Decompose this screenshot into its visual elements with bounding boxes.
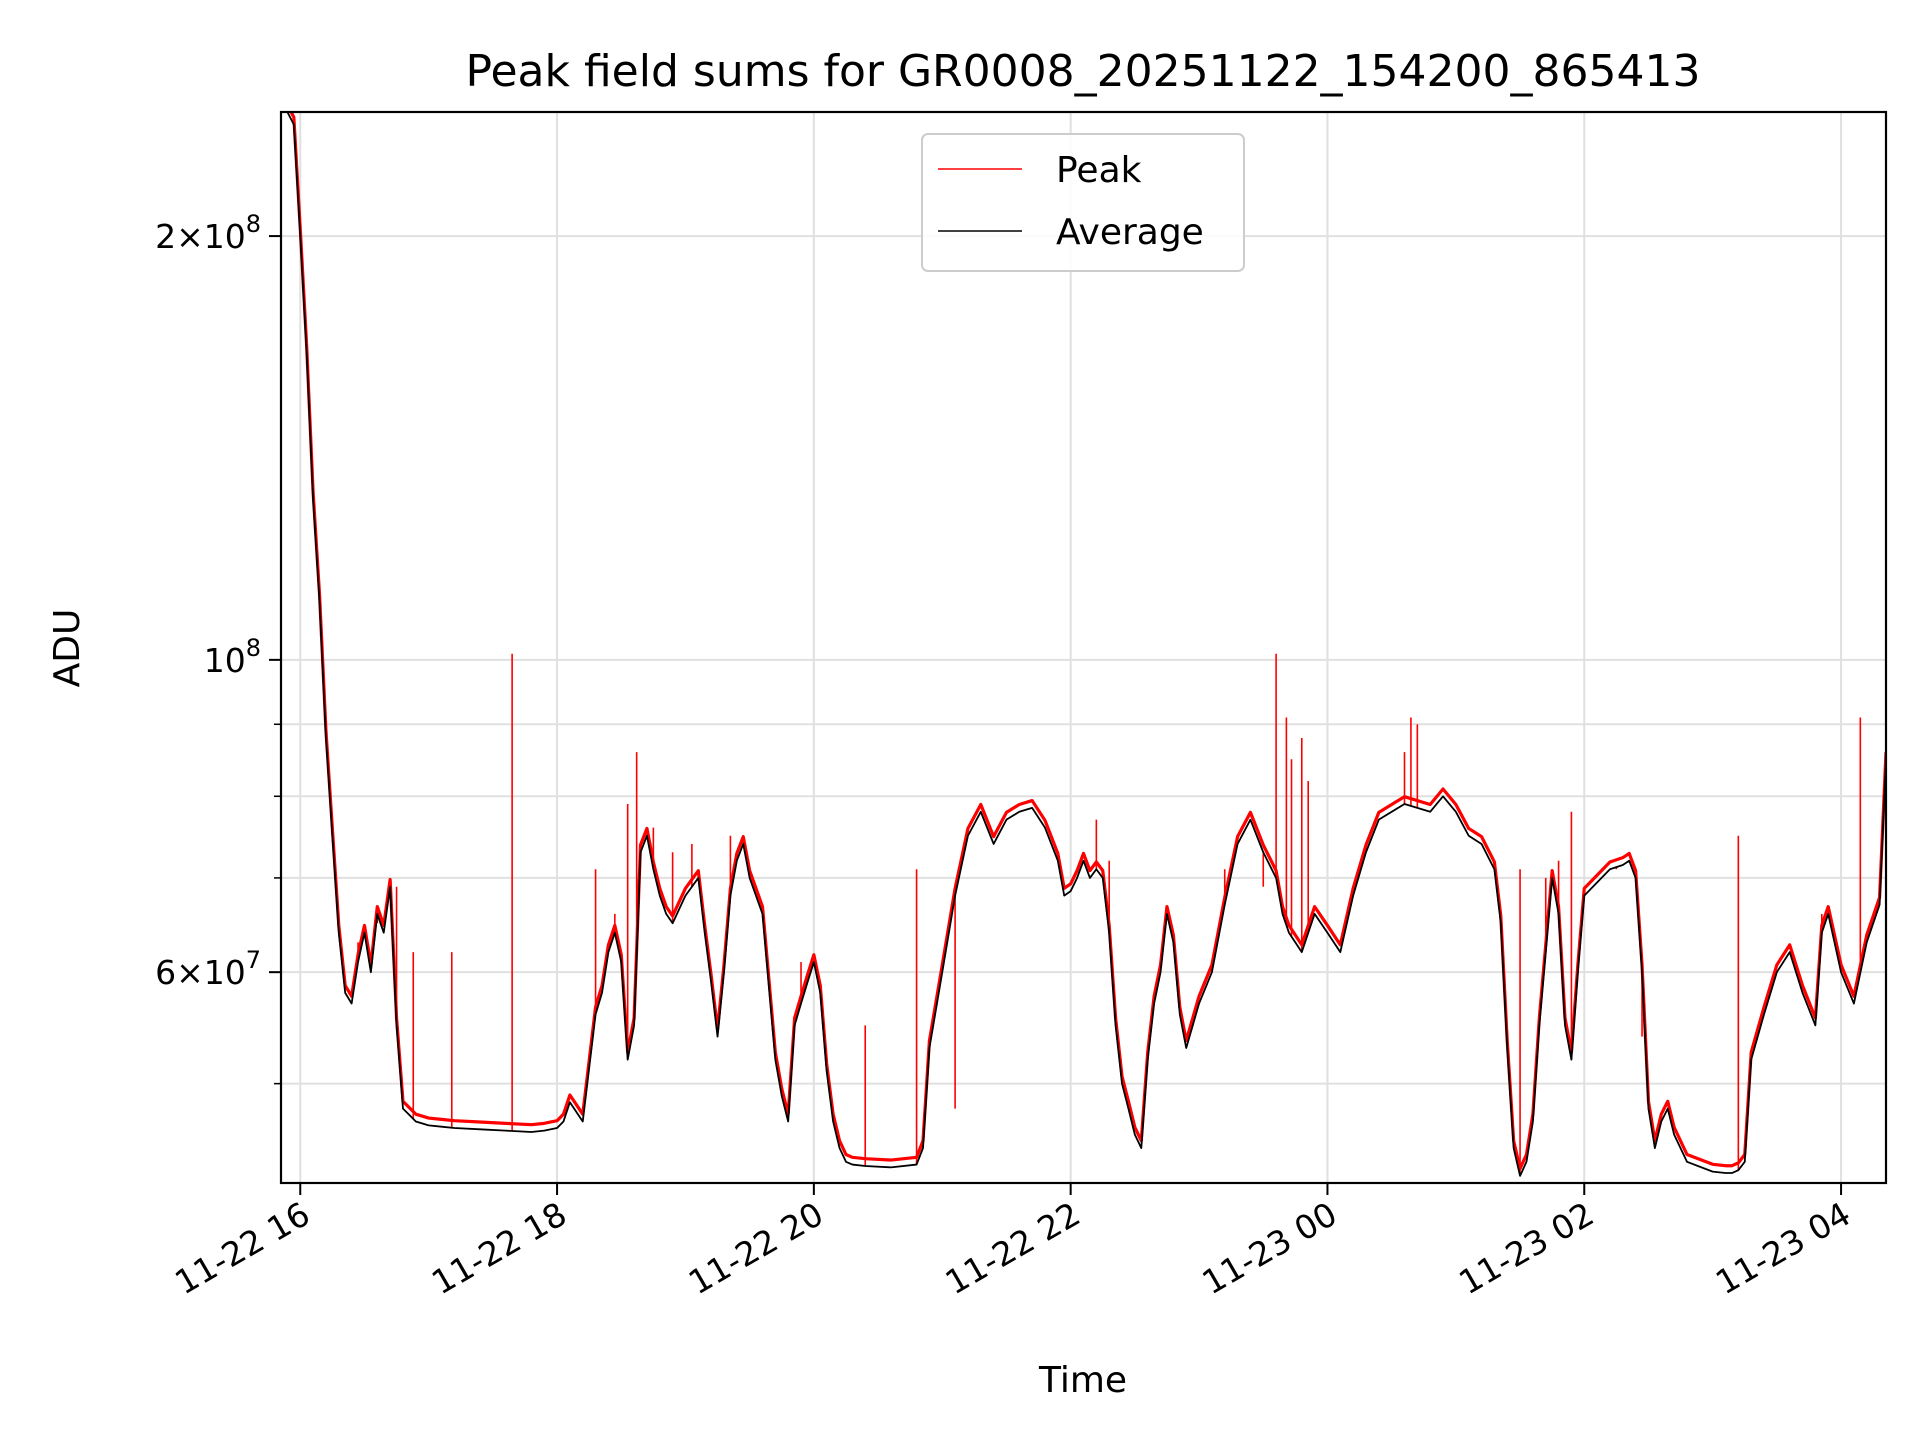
y-tick-label: 2×108	[155, 210, 261, 256]
grid-layer	[281, 112, 1886, 1183]
legend-label-peak: Peak	[1056, 150, 1142, 191]
x-axis-label: Time	[1038, 1360, 1127, 1401]
legend: Peak Average	[921, 133, 1245, 272]
y-tick-label: 6×107	[155, 946, 261, 992]
y-tick-label: 108	[204, 634, 261, 680]
y-axis-label: ADU	[47, 609, 88, 688]
chart-title: Peak field sums for GR0008_20251122_1542…	[466, 46, 1701, 97]
plot-frame	[279, 110, 1888, 1185]
series-layer	[281, 112, 1886, 1177]
peak-series-line	[289, 112, 1886, 1171]
legend-label-average: Average	[1056, 212, 1204, 253]
average-series-line	[281, 112, 1886, 1177]
